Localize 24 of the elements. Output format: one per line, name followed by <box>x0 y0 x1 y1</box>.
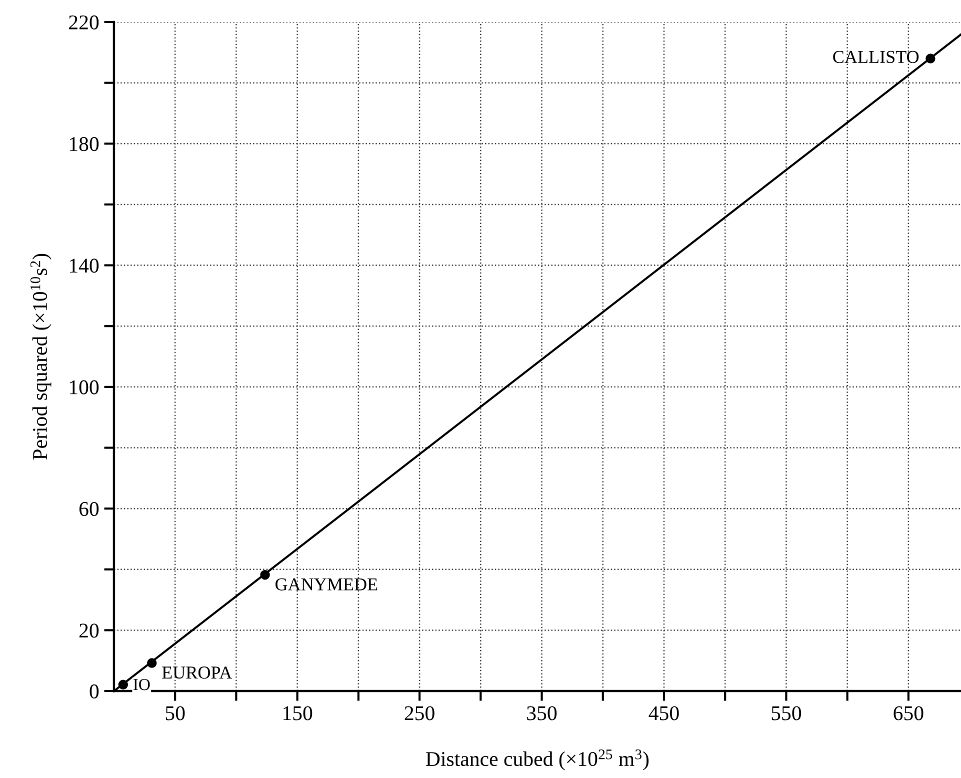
y-axis-title: Period squared (×10$^{10}$s$^{2}$) <box>30 254 52 460</box>
x-tick-label: 150 <box>284 706 312 720</box>
annotation: GANYMEDE <box>276 578 378 590</box>
y-tick-label: 60 <box>79 502 99 516</box>
x-tick-label: 650 <box>894 706 924 720</box>
point <box>147 658 157 668</box>
x-tick-label: 350 <box>527 706 557 720</box>
y-tick-label: 0 <box>90 684 99 698</box>
y-tick-label: 140 <box>70 258 99 273</box>
annotation: EUROPA <box>162 666 232 679</box>
point <box>926 54 936 64</box>
x-axis-title: Distance cubed (×10$^{25}$ m$^{3}$) <box>426 749 649 770</box>
point <box>118 680 128 690</box>
y-tick-label: 220 <box>69 15 99 30</box>
annotation: IO <box>133 678 150 690</box>
x-tick-label: 50 <box>166 706 185 720</box>
x-tick-label: 550 <box>772 706 802 720</box>
y-tick-label: 180 <box>70 137 99 152</box>
y-tick-label: 100 <box>70 380 99 394</box>
x-tick-label: 250 <box>404 706 434 720</box>
x-tick-label: 450 <box>648 706 679 720</box>
y-tick-label: 20 <box>79 624 99 638</box>
point <box>260 570 270 580</box>
annotation: CALLISTO <box>833 50 919 64</box>
